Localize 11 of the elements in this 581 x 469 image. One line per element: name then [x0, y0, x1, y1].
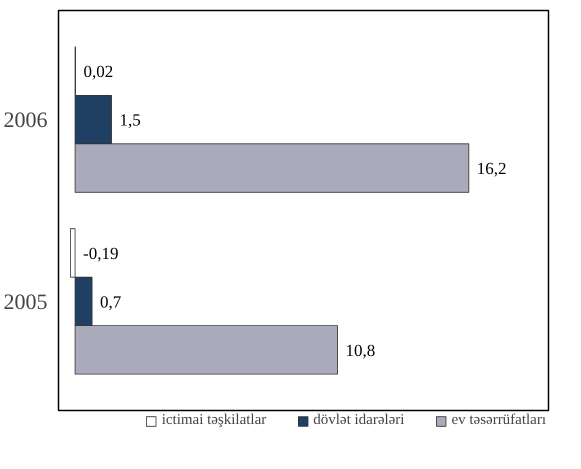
- data-label: 1,5: [119, 110, 141, 130]
- y-tick-label: 2005: [4, 288, 48, 314]
- legend-label: dövlət idarələri: [313, 412, 404, 429]
- legend-label: ev təsərrüfatları: [451, 412, 546, 429]
- data-label: 0,02: [84, 62, 114, 82]
- y-tick-label: 2006: [4, 107, 48, 132]
- data-label: -0,19: [83, 244, 118, 263]
- data-label: 16,2: [476, 159, 507, 178]
- legend-label: ictimai təşkilatlar: [162, 412, 266, 429]
- data-label: 0,7: [100, 292, 122, 312]
- data-label: 10,8: [346, 340, 376, 360]
